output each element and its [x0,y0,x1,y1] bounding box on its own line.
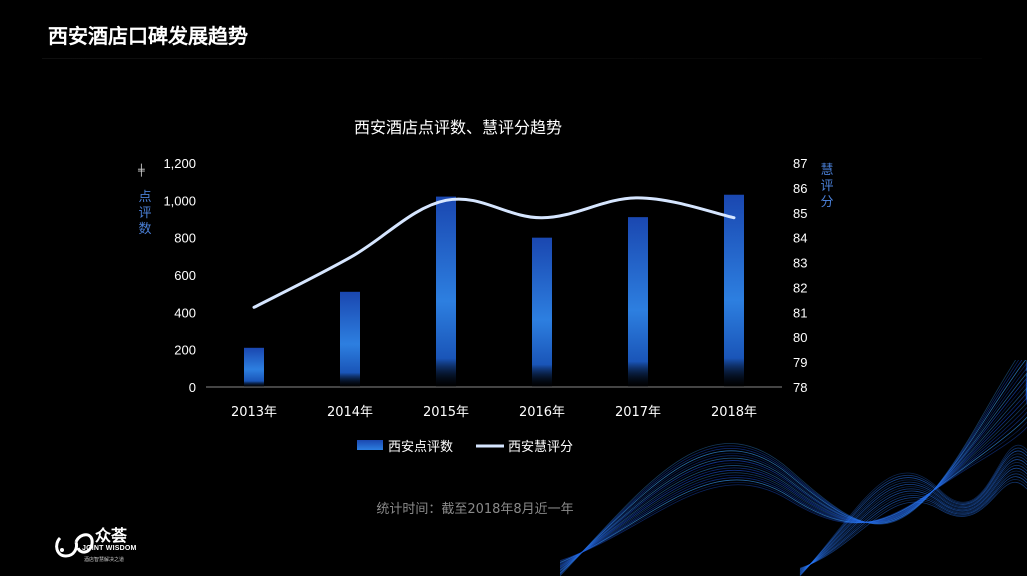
bar [340,291,360,387]
left-tick-label: 400 [174,305,196,320]
bar [244,347,264,387]
wave-line [799,476,1027,570]
left-tick-label: 800 [174,231,196,246]
left-axis-marker: ╪ [138,164,145,177]
logo-name-cn: 众荟 [95,526,128,545]
bar [724,194,744,387]
statistics-footnote: 统计时间：截至2018年8月近一年 [376,502,574,517]
wave-line [560,387,1027,563]
right-tick-label: 83 [793,256,807,271]
right-tick-label: 84 [793,231,807,246]
joint-wisdom-logo [55,533,94,558]
score-line [252,196,736,309]
decorative-waves [560,360,1027,576]
x-tick-label: 2013年 [231,405,277,420]
right-tick-label: 79 [793,355,807,370]
left-tick-label: 1,000 [163,193,196,208]
bar [532,237,552,387]
wave-line [799,450,1027,576]
wave-line [799,462,1027,573]
x-tick-label: 2017年 [615,405,661,420]
x-tick-label: 2014年 [327,405,373,420]
bar [436,196,456,387]
wave-line [799,447,1027,576]
wave-line [799,464,1027,573]
right-tick-label: 81 [793,305,807,320]
wave-line [799,479,1027,570]
left-tick-label: 0 [189,380,196,395]
wave-line [799,470,1027,571]
legend-bar-label: 西安点评数 [388,440,453,455]
legend-bar-swatch [357,440,383,450]
wave-line [799,459,1027,574]
left-tick-label: 1,200 [163,156,196,171]
left-axis-label: 点评数 [138,190,152,237]
right-tick-label: 87 [793,156,807,171]
wave-line [560,388,1027,562]
wave-line [799,456,1027,574]
left-tick-label: 600 [174,268,196,283]
logo-tagline: 酒店智慧解决之道 [84,557,125,563]
left-tick-label: 200 [174,343,196,358]
x-tick-label: 2018年 [711,405,757,420]
right-tick-label: 82 [793,280,807,295]
wave-line [799,473,1027,571]
wave-line [799,481,1027,569]
wave-line [799,453,1027,575]
bar [628,217,648,387]
x-tick-label: 2015年 [423,405,469,420]
wave-line [560,375,1027,571]
chart-title: 西安酒店点评数、慧评分趋势 [353,118,562,137]
wave-line [799,467,1027,572]
slide-title: 西安酒店口碑发展趋势 [48,24,248,48]
legend-line-label: 西安慧评分 [508,439,573,455]
right-tick-label: 86 [793,181,807,196]
wave-line [560,360,1027,576]
wave-line [560,390,1027,562]
right-axis-label: 慧评分 [820,163,834,210]
wave-line [799,444,1027,576]
right-tick-label: 78 [793,380,807,395]
right-tick-label: 85 [793,206,807,221]
title-divider [42,58,982,59]
x-tick-label: 2016年 [519,405,565,420]
right-tick-label: 80 [793,330,807,345]
logo-name-en: JOINT WISDOM [82,545,137,552]
